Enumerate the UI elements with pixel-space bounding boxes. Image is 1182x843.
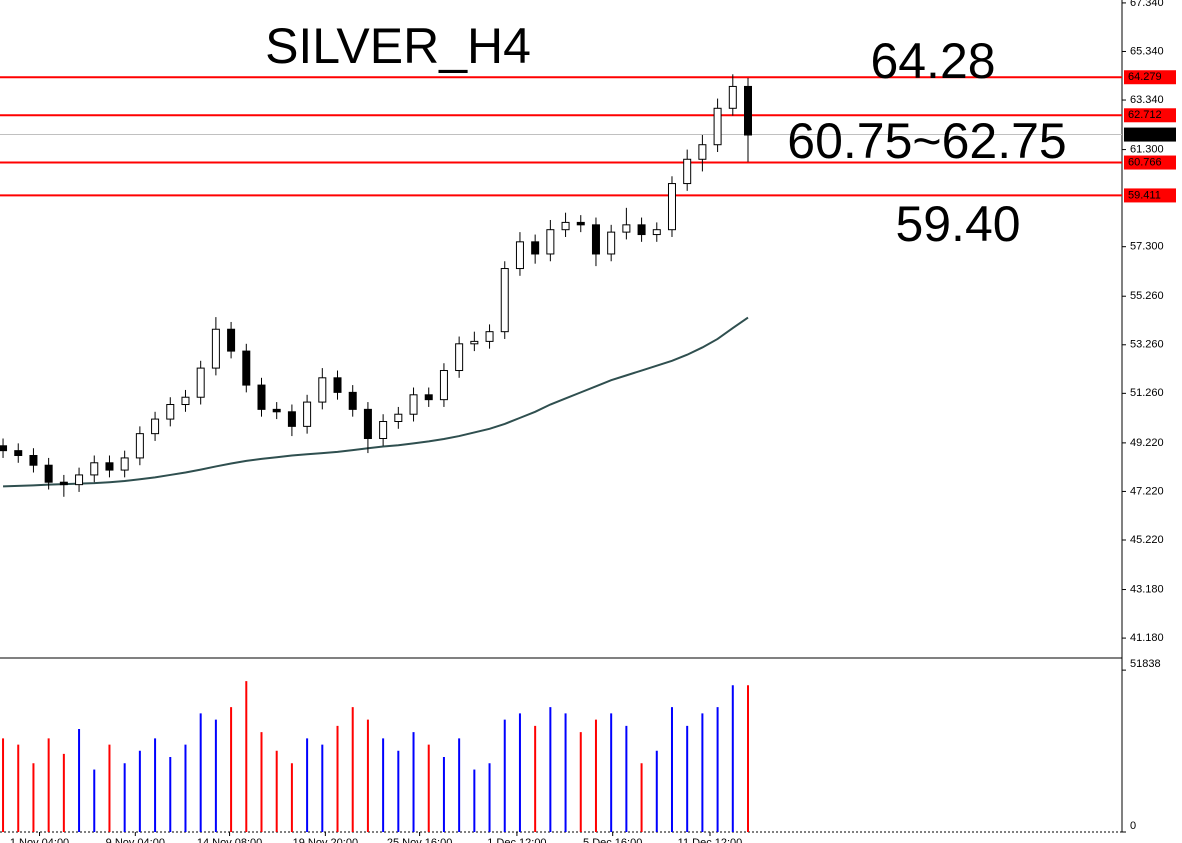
candle-body — [257, 384, 266, 410]
candle-body — [591, 224, 600, 255]
y-tick-label: 49.220 — [1130, 437, 1164, 449]
candle-body — [713, 107, 722, 146]
candle-body — [561, 221, 570, 231]
candle-body — [0, 445, 8, 452]
current-price-label: 61.918 — [1128, 128, 1162, 140]
candle-body — [318, 377, 327, 403]
candle-body — [135, 433, 144, 459]
candle-body — [652, 229, 661, 236]
y-tick-label: 51.260 — [1130, 387, 1164, 399]
candle-body — [439, 370, 448, 401]
y-tick-label: 45.220 — [1130, 534, 1164, 546]
candle-body — [287, 411, 296, 427]
candle-body — [607, 231, 616, 255]
candle-body — [242, 350, 251, 386]
candle-body — [667, 183, 676, 231]
candle-body — [500, 268, 509, 333]
x-tick-label: 14 Nov 08:00 — [197, 837, 262, 843]
x-tick-label: 1 Nov 04:00 — [10, 837, 69, 843]
candle-body — [409, 394, 418, 415]
y-tick-label: 53.260 — [1130, 339, 1164, 351]
candle-body — [44, 464, 53, 483]
y-tick-label: 67.340 — [1130, 0, 1164, 9]
candle-body — [531, 241, 540, 255]
level-label: 64.279 — [1128, 71, 1162, 83]
candle-body — [303, 401, 312, 427]
candle-body — [348, 391, 357, 410]
y-tick-label: 47.220 — [1130, 485, 1164, 497]
candle-body — [151, 418, 160, 435]
candle-body — [75, 474, 84, 486]
candle-body — [698, 144, 707, 160]
candle-body — [455, 343, 464, 372]
chart-title: SILVER_H4 — [265, 18, 531, 74]
y-tick-label: 61.300 — [1130, 143, 1164, 155]
y-tick-label: 57.300 — [1130, 241, 1164, 253]
volume-tick-label: 51838 — [1130, 658, 1161, 670]
x-tick-label: 25 Nov 16:00 — [387, 837, 452, 843]
candle-body — [744, 85, 752, 136]
annotation: 59.40 — [895, 196, 1020, 252]
candle-body — [196, 367, 205, 398]
candle-body — [515, 241, 524, 270]
level-tag — [1124, 155, 1176, 170]
annotation: 60.75~62.75 — [787, 113, 1066, 169]
candle-body — [379, 421, 388, 440]
candle-body — [485, 331, 494, 342]
candle-body — [363, 408, 372, 440]
x-tick-label: 9 Nov 04:00 — [106, 837, 165, 843]
moving-average — [3, 316, 749, 488]
candle-body — [546, 229, 555, 255]
candle-body — [728, 85, 737, 109]
level-tag — [1124, 188, 1176, 203]
x-tick-label: 19 Nov 20:00 — [293, 837, 358, 843]
candle-body — [470, 340, 479, 345]
level-label: 59.411 — [1128, 189, 1161, 201]
candle-body — [181, 396, 190, 406]
candle-body — [166, 404, 175, 420]
y-tick-label: 43.180 — [1130, 583, 1164, 595]
candle-body — [394, 413, 403, 423]
level-tag — [1124, 108, 1176, 123]
level-label: 60.766 — [1128, 156, 1162, 168]
candle-body — [333, 377, 342, 393]
candle-body — [105, 462, 114, 471]
candle-body — [637, 224, 646, 236]
candle-body — [272, 408, 281, 413]
candle-body — [622, 224, 631, 233]
candle-body — [227, 328, 236, 352]
y-tick-label: 63.340 — [1130, 94, 1164, 106]
x-tick-label: 1 Dec 12:00 — [487, 837, 546, 843]
x-tick-label: 11 Dec 12:00 — [678, 837, 743, 843]
candle-body — [120, 457, 129, 471]
current-price-tag — [1124, 127, 1176, 142]
volume-tick-label: 0 — [1130, 820, 1136, 832]
candle-body — [59, 481, 68, 486]
y-tick-label: 65.340 — [1130, 45, 1164, 57]
annotation: 64.28 — [870, 33, 995, 89]
candle-body — [14, 450, 23, 457]
candle-body — [29, 455, 38, 466]
candle-body — [683, 158, 692, 185]
candle-body — [576, 221, 585, 226]
level-label: 62.712 — [1128, 109, 1162, 121]
level-tag — [1124, 70, 1176, 85]
candle-body — [211, 328, 220, 369]
x-tick-label: 5 Dec 16:00 — [583, 837, 642, 843]
y-tick-label: 41.180 — [1130, 632, 1164, 644]
candle-body — [424, 394, 433, 401]
candle-body — [90, 462, 99, 476]
y-tick-label: 55.260 — [1130, 290, 1164, 302]
